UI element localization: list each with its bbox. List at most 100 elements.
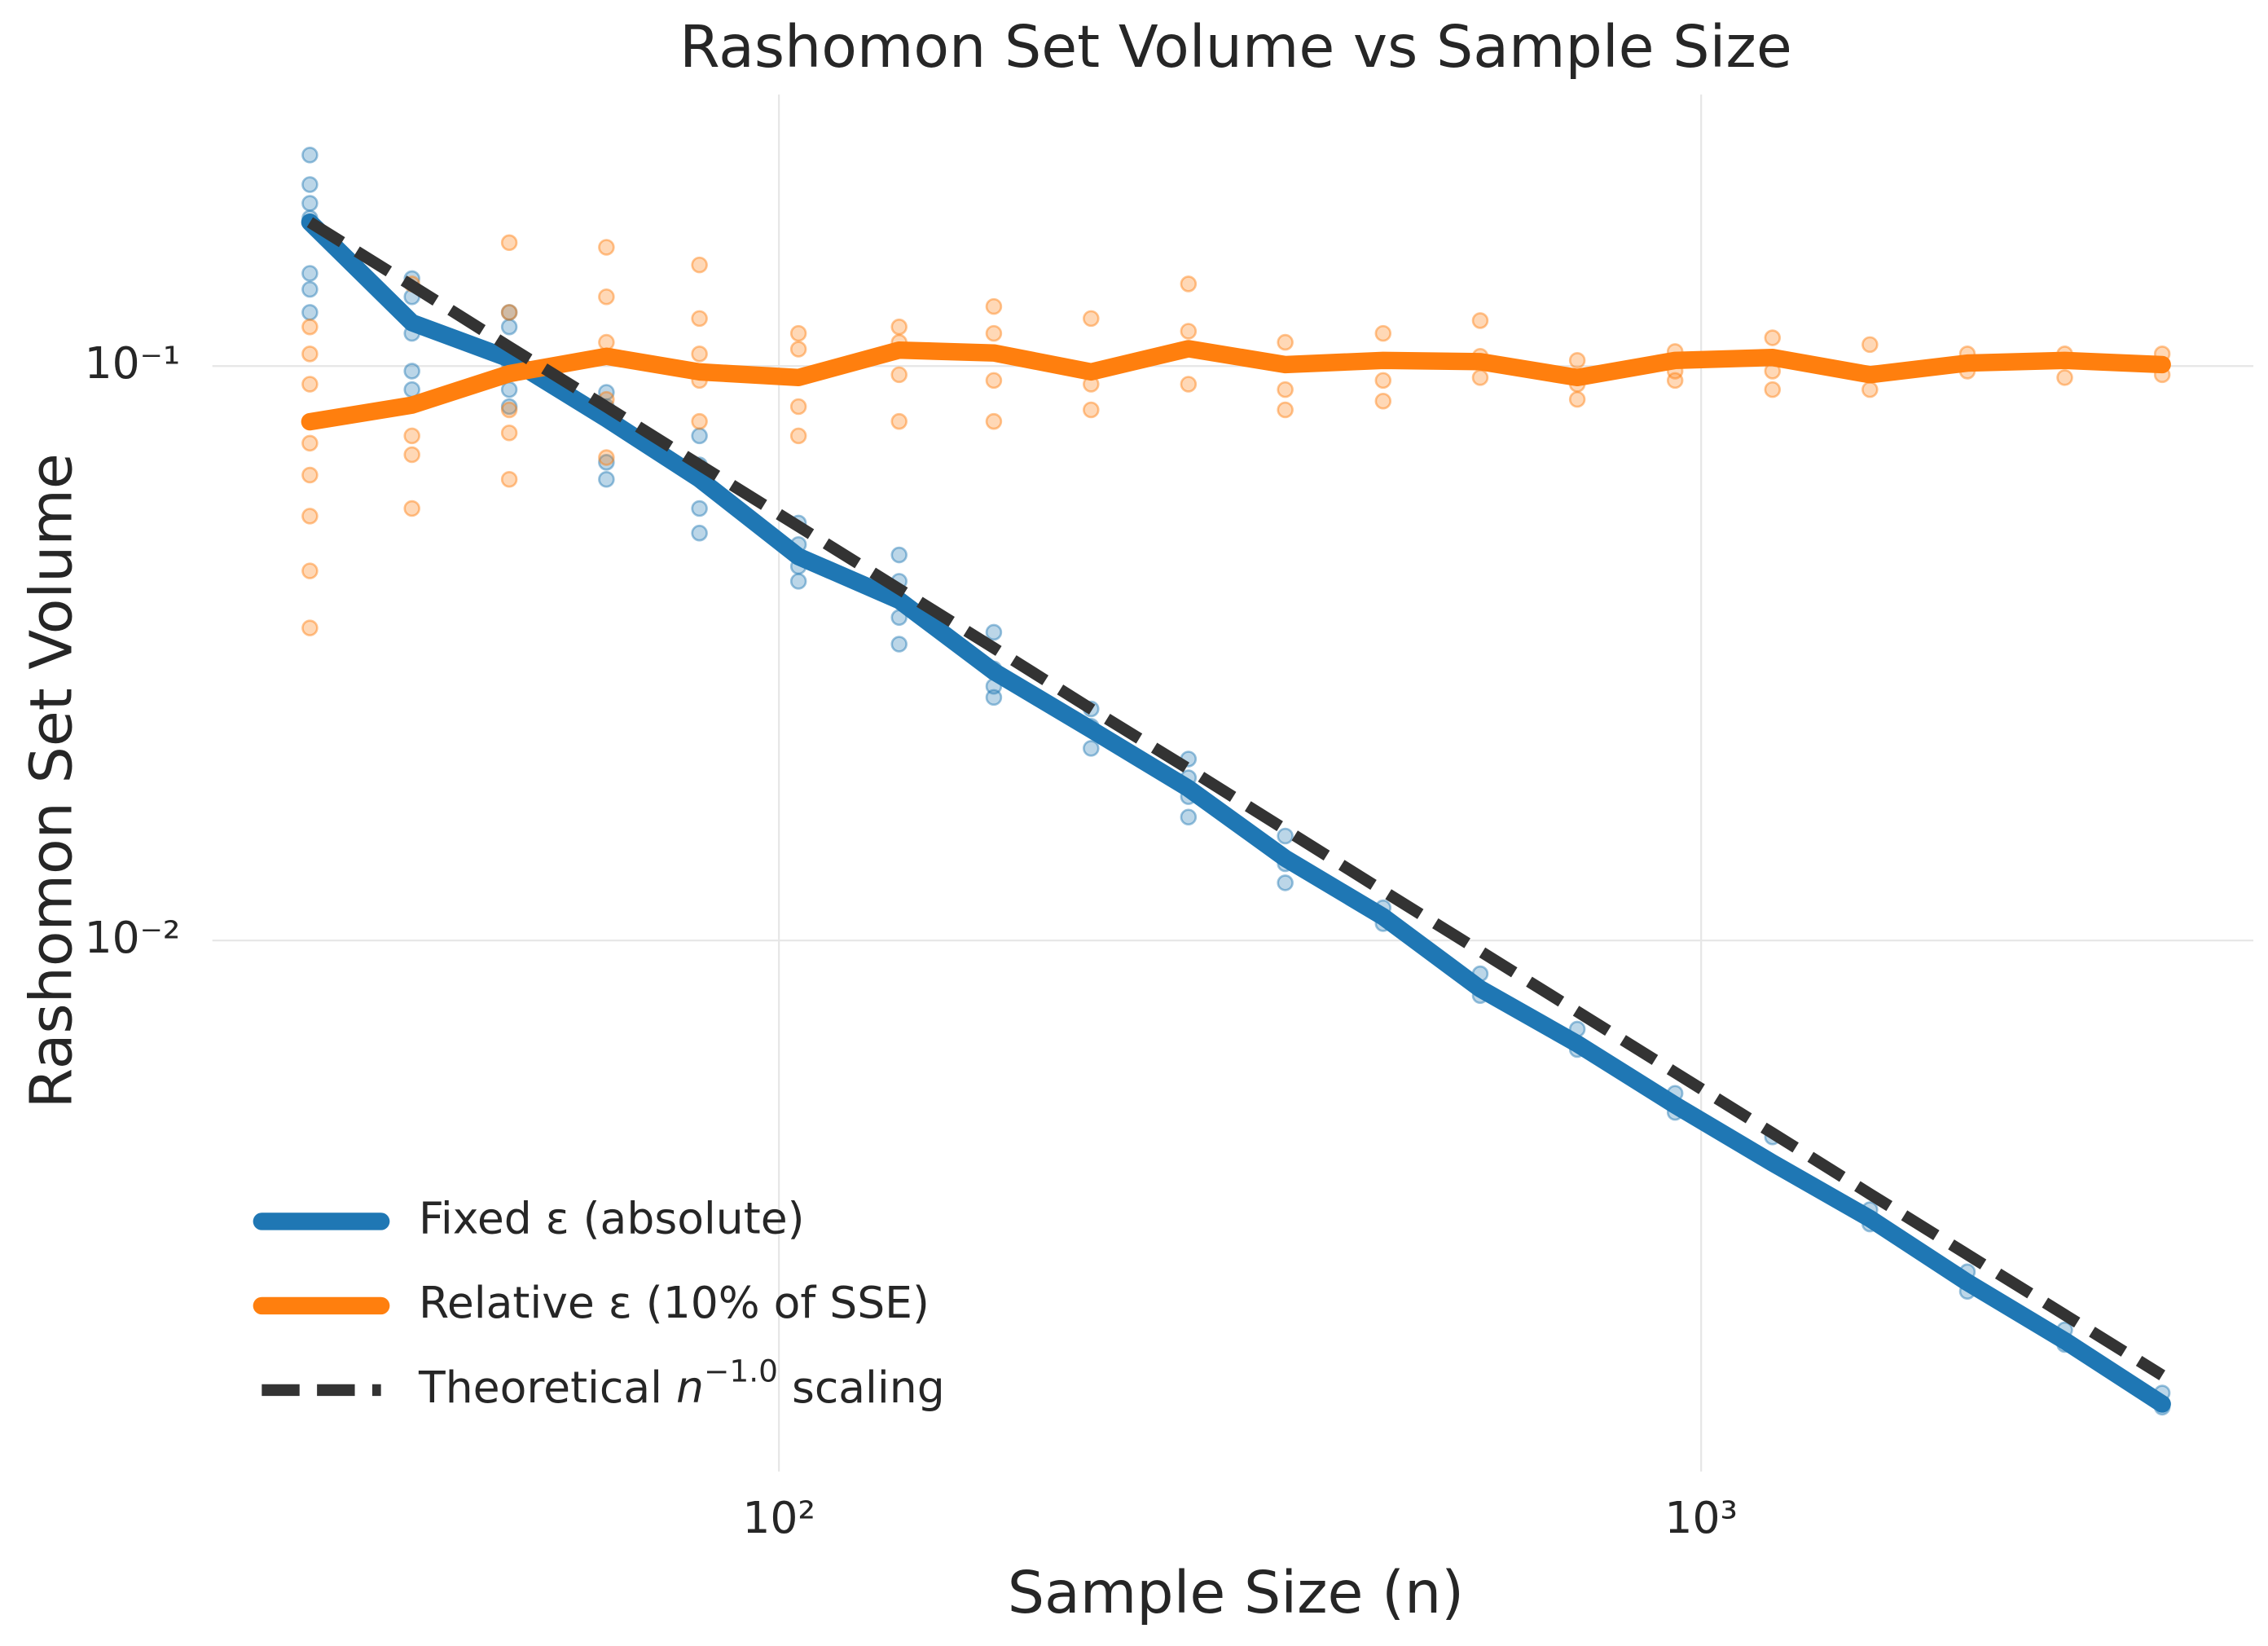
scatter-point (301, 304, 319, 321)
scatter-point (598, 471, 615, 488)
scatter-point (789, 427, 807, 445)
scatter-point (500, 304, 518, 321)
scatter-point (500, 234, 518, 252)
scatter-point (789, 398, 807, 416)
scatter-point (985, 297, 1003, 315)
scatter-point (500, 318, 518, 336)
scatter-point (301, 280, 319, 298)
scatter-point (500, 401, 518, 419)
scatter-point (1083, 310, 1100, 328)
scatter-point (301, 562, 319, 579)
y-axis-label: Rashomon Set Volume (17, 453, 85, 1108)
x-axis-label: Sample Size (n) (1008, 1559, 1464, 1626)
scatter-point (403, 446, 420, 464)
scatter-point (500, 381, 518, 398)
scatter-point (1374, 392, 1392, 410)
scatter-point (890, 412, 908, 430)
y-tick-label: 10⁻¹ (85, 337, 181, 389)
scatter-point (890, 318, 908, 336)
scatter-point (301, 466, 319, 484)
scatter-point (403, 427, 420, 445)
plot-area (301, 147, 2171, 1416)
scatter-point (1666, 372, 1684, 389)
scatter-point (500, 471, 518, 488)
scatter-point (1277, 874, 1294, 891)
scatter-point (301, 176, 319, 193)
scatter-point (1568, 390, 1586, 408)
scatter-point (1083, 401, 1100, 419)
x-tick-label: 10³ (1664, 1492, 1738, 1543)
legend-label: Fixed ε (absolute) (419, 1193, 804, 1244)
line (301, 340, 2171, 431)
scatter-point (403, 500, 420, 517)
scatter-point (985, 412, 1003, 430)
scatter-point (1083, 740, 1100, 757)
scatter-point (985, 324, 1003, 342)
scatter-point (500, 425, 518, 442)
scatter-point (1277, 333, 1294, 351)
scatter-point (1861, 336, 1879, 354)
scatter-point (1277, 401, 1294, 419)
scatter-point (1277, 381, 1294, 398)
scatter-point (1374, 324, 1392, 342)
scatter-point (890, 366, 908, 384)
scatter-point (2056, 369, 2073, 386)
scatter-point (500, 398, 518, 416)
scatter-point (1471, 312, 1489, 329)
scatter-point (691, 412, 708, 430)
legend: Fixed ε (absolute) Relative ε (10% of SSE… (253, 1193, 945, 1413)
scatter-point (985, 689, 1003, 706)
scatter-point (301, 195, 319, 212)
scatter-point (301, 619, 319, 636)
legend-label: Theoretical n−1.0 scaling (418, 1353, 945, 1413)
scatter-point (1180, 275, 1198, 293)
scatter-point (1180, 808, 1198, 825)
scatter-point (1180, 323, 1198, 340)
scatter-point (598, 333, 615, 351)
scatter-point (1861, 381, 1879, 398)
scatter-point (1374, 372, 1392, 389)
scatter-point (1471, 369, 1489, 386)
grid: 10² 10³ 10⁻² 10⁻¹ (85, 94, 2254, 1543)
x-tick-label: 10² (742, 1492, 815, 1543)
scatter-point (301, 318, 319, 336)
scatter-point (301, 376, 319, 393)
scatter-point (985, 623, 1003, 641)
scatter-point (691, 345, 708, 363)
scatter-point (691, 256, 708, 274)
scatter-point (691, 524, 708, 542)
line (301, 213, 2171, 1413)
legend-label: Relative ε (10% of SSE) (419, 1277, 930, 1328)
scatter-point (890, 636, 908, 653)
scatter-point (301, 508, 319, 525)
scatter-point (691, 427, 708, 445)
scatter-point (598, 454, 615, 471)
scatter-point (301, 265, 319, 282)
scatter-point (598, 449, 615, 466)
chart-title: Rashomon Set Volume vs Sample Size (679, 13, 1792, 81)
scatter-point (598, 288, 615, 306)
scatter-point (1764, 381, 1782, 398)
y-tick-label: 10⁻² (85, 912, 181, 963)
scatter-point (789, 573, 807, 590)
scatter-point (1764, 329, 1782, 346)
scatter-point (789, 324, 807, 342)
scatter-point (1180, 376, 1198, 393)
scatter-point (691, 500, 708, 517)
scatter-point (1568, 352, 1586, 369)
scatter-point (1277, 827, 1294, 845)
scatter-point (598, 239, 615, 256)
scatter-point (890, 546, 908, 564)
scatter-point (789, 341, 807, 358)
scatter-point (301, 345, 319, 363)
scatter-point (691, 310, 708, 328)
scatter-point (301, 147, 319, 164)
scatter-point (985, 372, 1003, 389)
scatter-point (403, 363, 420, 380)
scatter-point (500, 304, 518, 321)
scatter-point (301, 434, 319, 452)
scatter-point (598, 384, 615, 401)
